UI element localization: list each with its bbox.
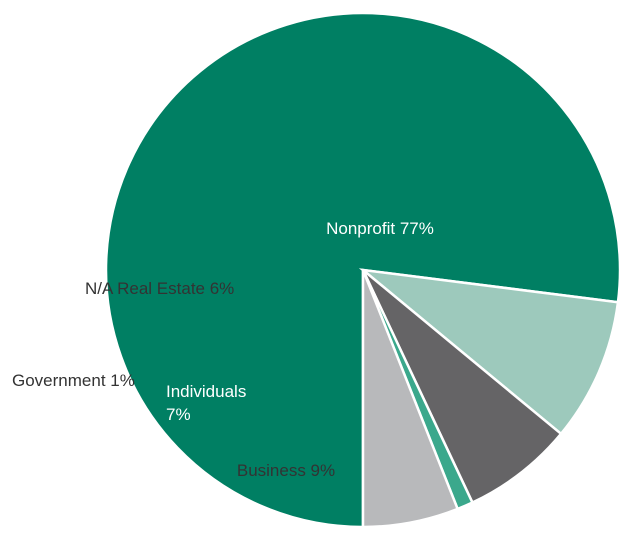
pie-labels: Nonprofit 77% Business 9% Individuals 7% Gov… <box>12 219 434 480</box>
pie-slices <box>104 11 622 529</box>
slice-label-individuals: Individuals 7% <box>166 382 246 424</box>
pie-slice-business <box>358 268 620 436</box>
slice-label-government: Government 1% <box>12 371 135 390</box>
slice-label-nonprofit: Nonprofit 77% <box>326 219 434 238</box>
slice-label-n-a-real-estate: N/A Real Estate 6% <box>85 279 234 298</box>
slice-label-business: Business 9% <box>237 461 335 480</box>
pie-slice-n-a-real-estate <box>361 269 460 529</box>
pie-slice-individuals <box>361 269 563 505</box>
